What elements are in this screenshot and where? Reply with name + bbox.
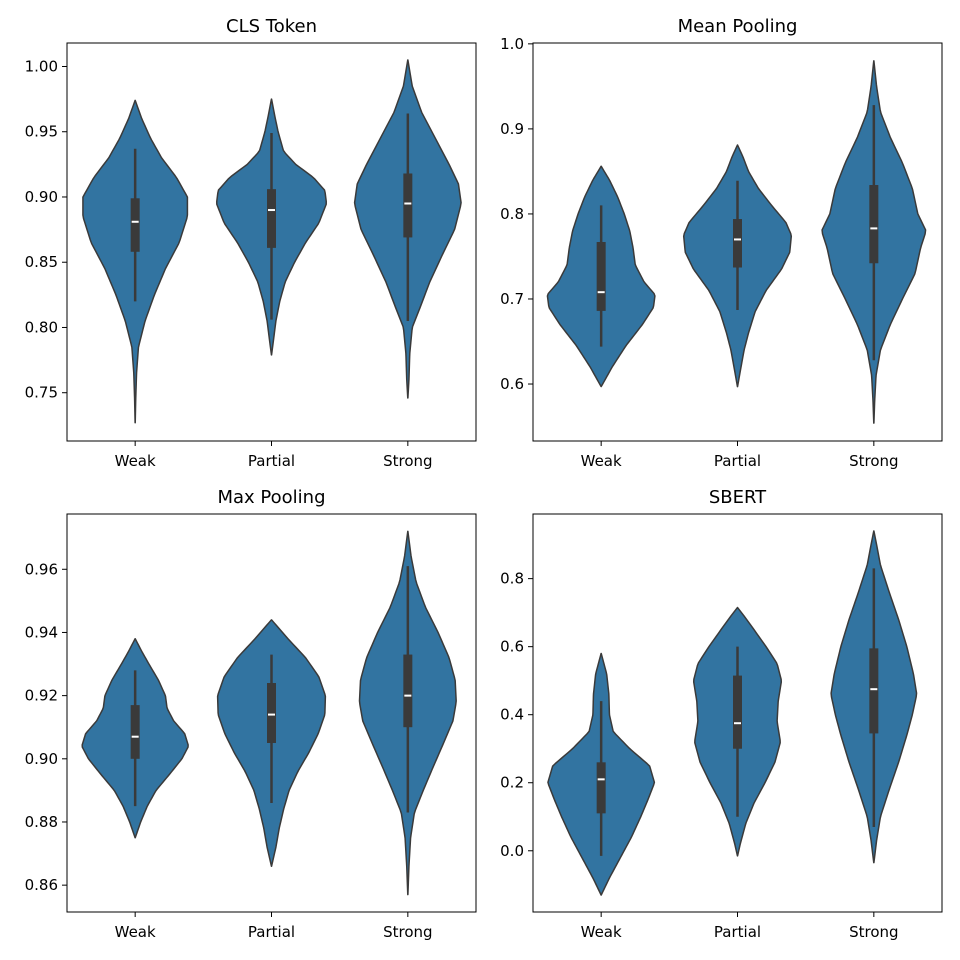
x-tick-label: Weak [115, 452, 156, 470]
y-tick-label: 0.92 [25, 687, 58, 705]
violin-strong [358, 530, 457, 896]
violin-weak [547, 652, 656, 896]
panel-title: Max Pooling [217, 487, 325, 508]
violin-iqr-box [130, 198, 140, 252]
x-tick-label: Partial [714, 452, 761, 470]
x-tick-label: Weak [581, 452, 622, 470]
panel-title: SBERT [709, 487, 767, 508]
violin-partial [216, 98, 327, 356]
panel-title: CLS Token [226, 16, 317, 37]
chart-panel: Mean Pooling 0.6 0.7 0.8 0.9 1.0 Weak Partial St… [500, 16, 943, 470]
x-tick-label: Weak [581, 923, 622, 941]
violin-median-marker [268, 209, 275, 212]
violin-median-marker [734, 238, 741, 241]
violin-iqr-box [267, 682, 276, 744]
violin-strong [821, 60, 927, 424]
violin-iqr-box [596, 762, 606, 814]
y-tick-label: 0.8 [500, 570, 524, 588]
violin-iqr-box [869, 648, 879, 734]
chart-panel: Max Pooling 0.86 0.88 0.90 0.92 0.94 0.96 Weak P… [25, 487, 477, 941]
chart-panel: CLS Token 0.75 0.80 0.85 0.90 0.95 1.00 Weak Par… [25, 16, 477, 470]
violin-median-marker [404, 202, 412, 205]
violin-iqr-box [733, 675, 742, 749]
x-tick-label: Strong [849, 923, 898, 941]
violin-strong [830, 530, 918, 864]
y-tick-label: 0.6 [500, 638, 524, 656]
x-tick-label: Strong [383, 452, 432, 470]
violin-median-marker [131, 735, 139, 738]
violin-median-marker [597, 291, 605, 294]
y-tick-label: 0.7 [500, 290, 524, 308]
x-tick-label: Partial [248, 923, 295, 941]
y-tick-label: 0.6 [500, 375, 524, 393]
panel-title: Mean Pooling [678, 16, 798, 37]
violin-median-marker [131, 220, 139, 223]
violin-partial [682, 144, 793, 388]
y-tick-label: 0.8 [500, 205, 524, 223]
y-tick-label: 0.88 [25, 813, 58, 831]
violin-iqr-box [733, 219, 742, 268]
y-tick-label: 0.86 [25, 876, 58, 894]
violin-median-marker [870, 227, 878, 230]
violin-partial [216, 619, 327, 867]
violin-strong [353, 59, 462, 399]
violin-partial [692, 606, 783, 857]
y-tick-label: 0.90 [25, 750, 58, 768]
y-tick-label: 0.4 [500, 706, 524, 724]
y-tick-label: 1.0 [500, 35, 524, 53]
y-tick-label: 0.9 [500, 120, 524, 138]
violin-median-marker [597, 778, 605, 781]
violin-weak [82, 99, 189, 424]
y-tick-label: 0.0 [500, 842, 524, 860]
violin-weak [546, 165, 656, 388]
y-tick-label: 0.85 [25, 253, 58, 271]
violin-median-marker [870, 688, 878, 691]
violin-iqr-box [596, 242, 606, 311]
y-tick-label: 0.95 [25, 123, 58, 141]
x-tick-label: Strong [849, 452, 898, 470]
y-tick-label: 0.90 [25, 188, 58, 206]
violin-iqr-box [869, 185, 879, 264]
y-tick-label: 0.96 [25, 560, 58, 578]
violin-weak [81, 638, 189, 839]
y-tick-label: 0.94 [25, 623, 58, 641]
violin-iqr-box [403, 173, 413, 238]
x-tick-label: Partial [248, 452, 295, 470]
violin-iqr-box [130, 705, 140, 759]
violin-iqr-box [267, 189, 276, 248]
y-tick-label: 0.80 [25, 318, 58, 336]
x-tick-label: Weak [115, 923, 156, 941]
violin-median-marker [268, 713, 275, 716]
x-tick-label: Strong [383, 923, 432, 941]
y-tick-label: 0.2 [500, 774, 524, 792]
violin-iqr-box [403, 654, 413, 728]
y-tick-label: 0.75 [25, 384, 58, 402]
violin-median-marker [404, 694, 412, 697]
violin-median-marker [734, 722, 741, 725]
y-tick-label: 1.00 [25, 57, 58, 75]
x-tick-label: Partial [714, 923, 761, 941]
chart-panel: SBERT 0.0 0.2 0.4 0.6 0.8 Weak Partial Strong [500, 487, 943, 941]
